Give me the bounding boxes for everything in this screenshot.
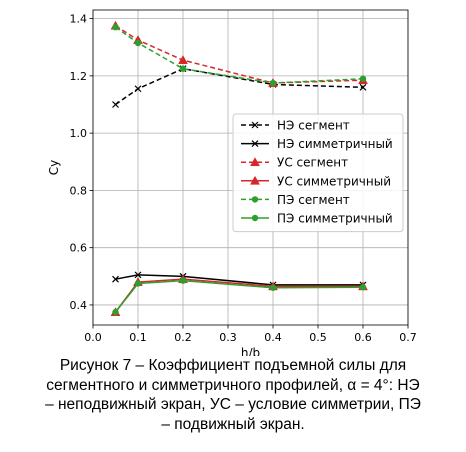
legend-marker (251, 214, 259, 222)
data-point (134, 271, 142, 279)
legend-label: НЭ сегмент (277, 119, 350, 133)
data-point (112, 275, 119, 283)
x-tick-label: 0.2 (174, 331, 192, 344)
marker-stroke (112, 275, 119, 283)
legend-marker (250, 157, 260, 167)
x-tick-label: 0.6 (354, 331, 372, 344)
x-tick-label: 0.1 (129, 331, 147, 344)
data-point (178, 55, 188, 64)
marker-stroke (112, 101, 119, 108)
axis-ticks: 0.0 0.1 0.2 0.3 0.4 0.5 0.6 0.7 0.4 0.6 0.8 1.0 1.2 1… (70, 13, 417, 344)
legend-item: ПЭ симметричный (241, 212, 393, 226)
series-1 (112, 65, 367, 108)
data-point (179, 65, 187, 72)
legend-box (232, 113, 404, 233)
y-tick-label: 0.4 (70, 299, 88, 312)
data-point (359, 284, 367, 291)
data-point (112, 101, 119, 108)
x-tick-label: 0.0 (84, 331, 102, 344)
y-tick-label: 1.0 (70, 127, 88, 140)
data-point (359, 75, 367, 82)
caption-line: сегментного и симметричного профилей, α … (46, 376, 420, 394)
figure-caption: Рисунок 7 – Коэффициент подъемной силы д… (6, 356, 460, 434)
series-line (115, 26, 364, 84)
marker-stroke (251, 121, 259, 129)
x-tick-label: 0.7 (399, 331, 417, 344)
y-axis-label: Cy (47, 160, 61, 175)
data-point (112, 308, 119, 316)
legend-label: ПЭ сегмент (277, 193, 350, 207)
legend-item: УС сегмент (241, 156, 348, 170)
caption-line: – неподвижный экран, УС – условие симмет… (45, 396, 421, 413)
data-point (269, 79, 277, 87)
caption-line: Рисунок 7 – Коэффициент подъемной силы д… (59, 357, 407, 374)
y-tick-label: 1.4 (70, 13, 88, 26)
legend: НЭ сегмент НЭ симметричный УС сегмент УС си… (232, 113, 404, 233)
y-tick-label: 0.6 (70, 242, 88, 255)
legend-item: ПЭ сегмент (241, 193, 350, 207)
x-axis-label: h/b (241, 346, 260, 356)
marker-stroke (134, 271, 142, 279)
series-layer (110, 20, 368, 316)
legend-label: НЭ симметричный (277, 137, 393, 151)
x-tick-label: 0.4 (264, 331, 282, 344)
series-4 (110, 274, 368, 316)
series-3 (110, 20, 368, 87)
series-5 (112, 23, 367, 87)
legend-item: УС симметричный (241, 174, 391, 188)
plot-frame (92, 9, 409, 326)
series-line (115, 67, 364, 106)
legend-marker (251, 140, 259, 148)
x-tick-label: 0.5 (309, 331, 327, 344)
y-tick-label: 1.2 (70, 70, 88, 83)
legend-marker (250, 175, 260, 185)
legend-label: ПЭ симметричный (277, 212, 393, 226)
series-line (115, 25, 364, 84)
legend-item: НЭ симметричный (241, 137, 393, 151)
data-point (269, 284, 277, 291)
x-tick-label: 0.3 (219, 331, 237, 344)
data-point (134, 39, 142, 47)
legend-marker (251, 196, 259, 203)
legend-label: УС сегмент (277, 156, 348, 170)
data-point (112, 23, 119, 31)
legend-label: УС симметричный (277, 174, 391, 188)
y-tick-label: 0.8 (70, 184, 88, 197)
data-point (359, 83, 367, 91)
chart: 0.0 0.1 0.2 0.3 0.4 0.5 0.6 0.7 0.4 0.6 0.8 1.0 1.2 1… (47, 9, 417, 356)
caption-line: – подвижный экран. (161, 415, 305, 433)
marker-stroke (251, 140, 259, 148)
data-point (134, 85, 142, 93)
series-line (114, 278, 363, 313)
data-point (134, 280, 142, 287)
data-point (179, 277, 187, 284)
legend-marker (251, 121, 259, 129)
marker-stroke (359, 83, 367, 91)
series-6 (112, 277, 367, 316)
legend-item: НЭ сегмент (241, 119, 350, 133)
marker-stroke (134, 85, 142, 93)
